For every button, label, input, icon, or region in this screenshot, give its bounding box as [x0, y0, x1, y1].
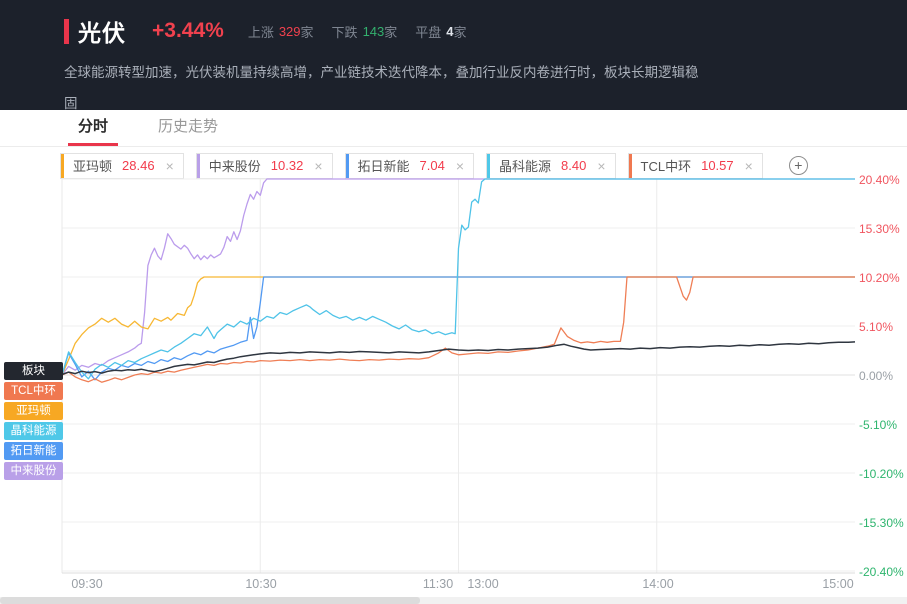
chip-color-bar [345, 153, 349, 178]
watchlist-chips-row: 亚玛顿 28.46 × 中来股份 10.32 × 拓日新能 7.04 × 晶科能源 8.40 × TCL… [0, 152, 907, 179]
y-axis-tick: 5.10% [859, 319, 894, 334]
chip-close-icon[interactable]: × [455, 157, 465, 174]
chip-close-icon[interactable]: × [597, 157, 606, 174]
sector-change-percent: +3.44% [152, 19, 224, 42]
stock-chip-4[interactable]: 晶科能源 8.40 × [486, 152, 616, 179]
x-axis-tick: 10:30 [245, 577, 277, 591]
y-axis-tick: 15.30% [859, 221, 900, 236]
add-stock-button[interactable]: + [788, 156, 808, 175]
scrollbar-thumb[interactable] [0, 597, 420, 604]
chip-close-icon[interactable]: × [165, 157, 174, 174]
series-line-中来股份 [61, 178, 855, 376]
legend-badge-板块[interactable]: 板块 [4, 362, 63, 380]
y-axis-tick: 10.20% [859, 270, 900, 285]
chip-stock-price: 28.46 [122, 158, 155, 173]
sector-title: 光伏 [78, 20, 126, 46]
up-label: 上涨 [247, 24, 274, 40]
y-axis-tick: 0.00% [859, 369, 894, 383]
up-unit: 家 [300, 24, 314, 40]
y-axis-tick: -5.10% [859, 418, 898, 432]
chip-stock-price: 8.40 [561, 158, 587, 173]
tab-intraday[interactable]: 分时 [68, 115, 118, 146]
chart-tabbar: 分时 历史走势 [0, 110, 907, 147]
legend-badge-拓日新能[interactable]: 拓日新能 [4, 442, 63, 460]
chip-stock-name: 拓日新能 [357, 159, 410, 174]
y-axis-tick: -15.30% [859, 516, 904, 530]
y-axis-tick: 20.40% [859, 172, 900, 187]
flat-count: 4 [446, 23, 454, 39]
chip-stock-name: 亚玛顿 [73, 159, 113, 174]
y-axis-tick: -10.20% [859, 467, 904, 481]
legend-badge-晶科能源[interactable]: 晶科能源 [4, 422, 63, 440]
legend-badge-中来股份[interactable]: 中来股份 [4, 462, 63, 480]
chip-stock-price: 10.57 [701, 158, 734, 173]
chip-color-bar [628, 153, 632, 178]
x-axis-tick: 13:00 [467, 577, 499, 591]
stock-chip-2[interactable]: 中来股份 10.32 × [195, 152, 333, 179]
chip-color-bar [487, 153, 491, 178]
chip-color-bar [196, 153, 200, 178]
series-line-拓日新能 [61, 276, 855, 381]
y-axis-tick: -20.40% [859, 565, 904, 579]
chip-stock-name: 中来股份 [208, 159, 261, 174]
legend-badge-TCL中环[interactable]: TCL中环 [4, 382, 63, 400]
series-line-TCL中环 [61, 276, 855, 383]
down-label: 下跌 [331, 24, 358, 40]
stock-chip-5[interactable]: TCL中环 10.57 × [627, 152, 763, 179]
chip-stock-price: 10.32 [270, 158, 304, 173]
chip-close-icon[interactable]: × [314, 157, 323, 174]
down-count: 143 [362, 23, 385, 39]
sector-header: 光伏 +3.44% 上涨 329 家 下跌 143 家 平盘 4 家 全球能源转… [0, 0, 907, 111]
down-unit: 家 [384, 24, 398, 40]
x-axis-tick: 09:30 [71, 577, 103, 591]
tab-history[interactable]: 历史走势 [158, 118, 219, 135]
series-line-板块 [61, 341, 856, 376]
x-axis-tick: 15:00 [822, 577, 854, 591]
stock-chip-1[interactable]: 亚玛顿 28.46 × [60, 152, 184, 179]
sector-breadth-stats: 上涨 329 家 下跌 143 家 平盘 4 家 [248, 22, 467, 41]
chip-stock-name: 晶科能源 [499, 159, 552, 174]
horizontal-scrollbar[interactable] [0, 597, 907, 604]
x-axis-tick: 11:30 [422, 577, 454, 591]
legend-badge-亚玛顿[interactable]: 亚玛顿 [4, 402, 63, 420]
up-count: 329 [278, 23, 301, 39]
chip-close-icon[interactable]: × [744, 157, 753, 174]
title-accent-bar [64, 18, 69, 44]
chip-color-bar [61, 153, 64, 178]
stock-chip-3[interactable]: 拓日新能 7.04 × [344, 152, 475, 179]
chip-stock-name: TCL中环 [640, 159, 692, 174]
flat-label: 平盘 [415, 24, 442, 40]
chip-stock-price: 7.04 [419, 158, 445, 173]
series-line-亚玛顿 [61, 276, 855, 376]
sector-description: 全球能源转型加速，光伏装机量持续高增，产业链技术迭代降本，叠加行业反内卷进行时，… [64, 65, 699, 111]
flat-unit: 家 [453, 24, 467, 40]
series-line-晶科能源 [61, 178, 855, 380]
x-axis-tick: 14:00 [642, 577, 674, 591]
